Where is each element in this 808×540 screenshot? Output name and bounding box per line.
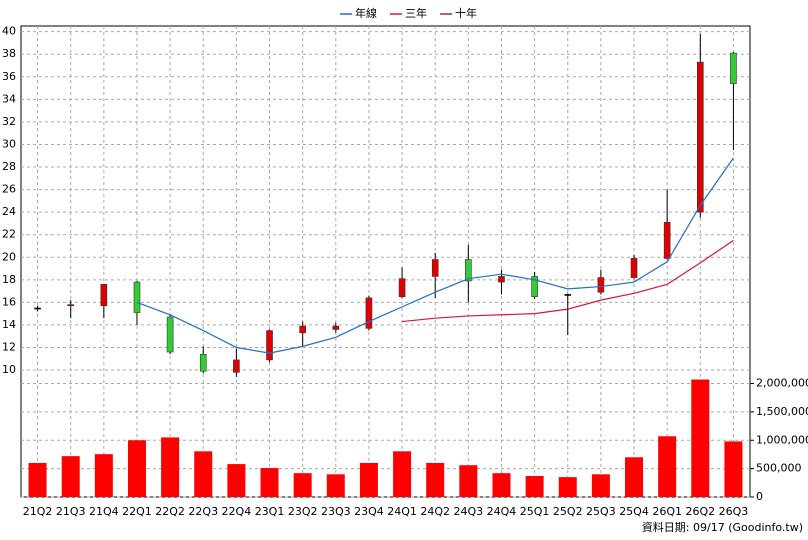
- x-tick-label: 21Q3: [56, 505, 86, 518]
- candle-body: [696, 61, 704, 213]
- x-tick-label: 22Q1: [122, 505, 152, 518]
- candle-body: [564, 294, 572, 296]
- legend-label: 三年: [405, 6, 427, 20]
- candle-body: [498, 276, 505, 283]
- y-tick-label: 18: [2, 273, 16, 286]
- x-tick-label: 25Q2: [553, 505, 583, 518]
- volume-bar: [28, 462, 47, 497]
- volume-bar: [61, 456, 80, 497]
- candle-body: [133, 281, 141, 313]
- candle-body: [531, 276, 538, 298]
- volume-bar: [326, 474, 345, 497]
- x-tick-label: 21Q4: [89, 505, 119, 518]
- candle-body: [34, 307, 41, 310]
- plot-frame: [20, 25, 751, 498]
- y-tick-label: 14: [2, 318, 16, 331]
- y2-tick-label: 500,000: [756, 462, 802, 475]
- x-tick-label: 23Q4: [354, 505, 384, 518]
- volume-bar: [227, 464, 246, 497]
- x-tick-label: 23Q3: [321, 505, 351, 518]
- candle-body: [67, 304, 75, 307]
- y-tick-label: 16: [2, 295, 16, 308]
- volume-bar: [260, 468, 279, 497]
- x-tick-label: 24Q1: [387, 505, 417, 518]
- x-tick-label: 21Q2: [23, 505, 53, 518]
- y-tick-label: 38: [2, 47, 16, 60]
- candle-body: [266, 330, 273, 361]
- y-tick-label: 26: [2, 183, 16, 196]
- candle-body: [199, 353, 207, 372]
- volume-bar: [293, 473, 312, 497]
- legend-label: 十年: [455, 6, 477, 20]
- y2-tick-label: 1,500,000: [756, 405, 808, 418]
- y-tick-label: 10: [2, 363, 16, 376]
- x-tick-label: 22Q2: [155, 505, 185, 518]
- y2-tick-label: 2,000,000: [756, 377, 808, 390]
- x-tick-label: 22Q4: [222, 505, 252, 518]
- candle-body: [597, 277, 605, 293]
- volume-bar: [359, 462, 378, 497]
- x-tick-label: 22Q3: [188, 505, 218, 518]
- x-tick-label: 24Q4: [487, 505, 517, 518]
- volume-bar: [459, 465, 478, 497]
- volume-bar: [194, 451, 213, 497]
- y-tick-label: 36: [2, 70, 16, 83]
- y-tick-label: 34: [2, 92, 16, 105]
- volume-bar: [591, 474, 610, 497]
- volume-bar: [691, 379, 710, 497]
- candle-body: [398, 278, 406, 298]
- note: 資料日期: 09/17 (Goodinfo.tw): [642, 520, 803, 534]
- y-tick-label: 22: [2, 228, 16, 241]
- x-tick-label: 25Q4: [619, 505, 649, 518]
- candle-body: [630, 258, 638, 278]
- y2-tick-label: 1,000,000: [756, 433, 808, 446]
- y2-tick-label: 0: [756, 490, 763, 503]
- x-tick-label: 25Q3: [586, 505, 616, 518]
- x-tick-label: 24Q2: [420, 505, 450, 518]
- candle-body: [365, 297, 373, 329]
- y-tick-label: 32: [2, 115, 16, 128]
- x-tick-label: 25Q1: [520, 505, 550, 518]
- candle-body: [730, 52, 737, 84]
- volume-bar: [492, 473, 511, 497]
- candle-body: [663, 221, 671, 259]
- x-tick-label: 26Q2: [685, 505, 715, 518]
- y-tick-label: 12: [2, 340, 16, 353]
- candle-body: [166, 316, 174, 353]
- candle-body: [431, 259, 439, 277]
- y-tick-label: 24: [2, 205, 16, 218]
- volume-bar: [724, 441, 743, 497]
- volume-bar: [625, 457, 644, 497]
- y-tick-label: 40: [2, 25, 16, 38]
- x-tick-label: 23Q2: [288, 505, 318, 518]
- volume-bar: [426, 462, 445, 497]
- candle-body: [100, 284, 108, 307]
- volume-bar: [393, 451, 412, 497]
- y-tick-label: 20: [2, 250, 16, 263]
- x-tick-label: 23Q1: [255, 505, 285, 518]
- ma-line: [402, 239, 734, 323]
- y-tick-label: 30: [2, 137, 16, 150]
- volume-bar: [558, 477, 577, 497]
- candle-body: [233, 359, 240, 373]
- x-tick-label: 24Q3: [454, 505, 484, 518]
- legend-label: 年線: [355, 6, 377, 20]
- candle-body: [332, 325, 340, 330]
- ma-line: [136, 157, 734, 354]
- volume-bar: [525, 476, 544, 497]
- volume-bar: [94, 454, 113, 497]
- volume-bar: [658, 436, 677, 497]
- x-tick-label: 26Q1: [652, 505, 682, 518]
- x-tick-label: 26Q3: [719, 505, 749, 518]
- candle-body: [299, 325, 306, 334]
- volume-bar: [127, 440, 146, 497]
- candle-body: [465, 259, 472, 282]
- volume-bar: [161, 437, 180, 497]
- y-tick-label: 28: [2, 160, 16, 173]
